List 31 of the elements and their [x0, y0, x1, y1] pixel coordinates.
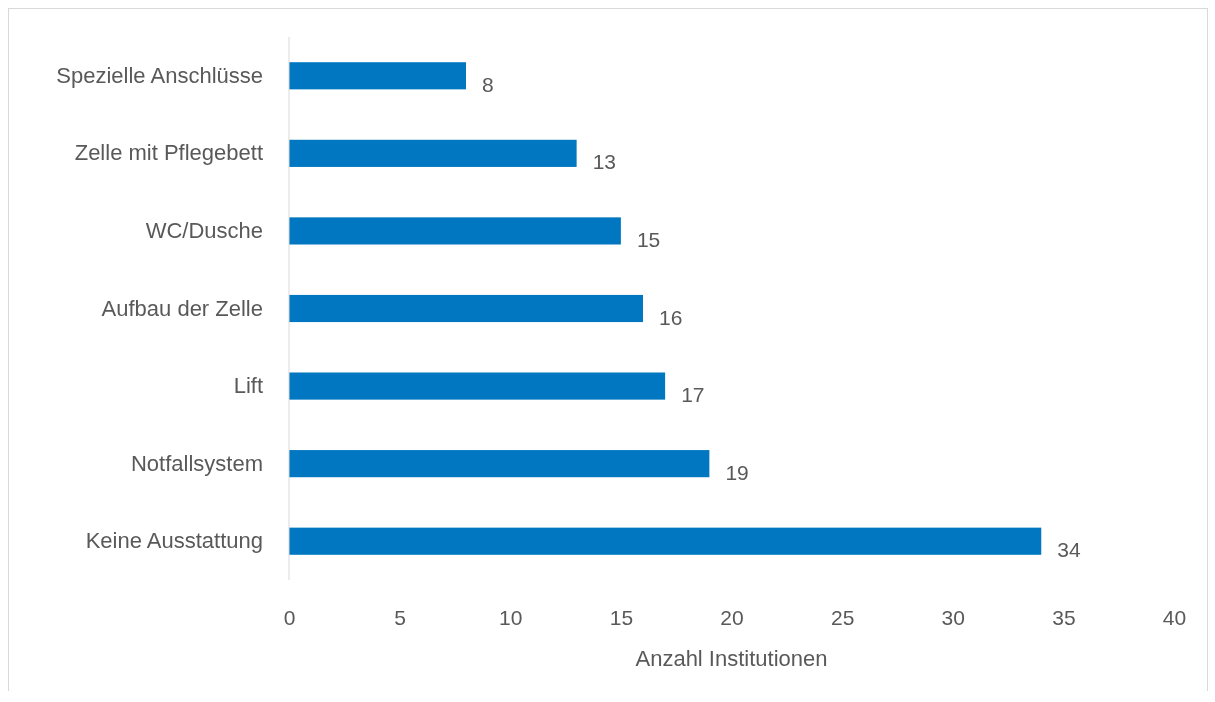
y-tick-label: Spezielle Anschlüsse [56, 62, 263, 88]
x-tick-label: 0 [283, 605, 296, 629]
bar [289, 62, 466, 90]
x-tick-label: 25 [830, 605, 855, 629]
data-label: 34 [1057, 538, 1081, 562]
data-label: 13 [592, 150, 616, 174]
bar [289, 217, 621, 245]
x-tick-label: 40 [1162, 605, 1187, 629]
bar [289, 139, 577, 167]
x-tick-label: 35 [1052, 605, 1076, 629]
bar [289, 372, 666, 400]
bar [289, 450, 710, 478]
x-tick-label: 10 [499, 605, 523, 629]
x-tick-label: 15 [609, 605, 634, 629]
y-tick-label: WC/Dusche [145, 217, 263, 243]
data-label: 19 [725, 460, 749, 484]
y-tick-label: Zelle mit Pflegebett [74, 140, 263, 166]
data-label: 8 [482, 72, 494, 96]
x-tick-label: 5 [394, 605, 406, 629]
x-tick-label: 20 [720, 605, 744, 629]
y-tick-label: Lift [233, 373, 263, 399]
data-label: 15 [636, 227, 661, 251]
x-tick-label: 30 [941, 605, 965, 629]
x-axis-title: Anzahl Institutionen [635, 646, 828, 671]
y-tick-label: Notfallsystem [130, 450, 263, 476]
y-tick-label: Keine Ausstattung [85, 528, 263, 554]
bar [289, 527, 1042, 555]
data-label: 17 [681, 383, 705, 407]
bar [289, 294, 643, 323]
data-label: 16 [659, 305, 683, 329]
y-tick-label: Aufbau der Zelle [101, 295, 263, 321]
